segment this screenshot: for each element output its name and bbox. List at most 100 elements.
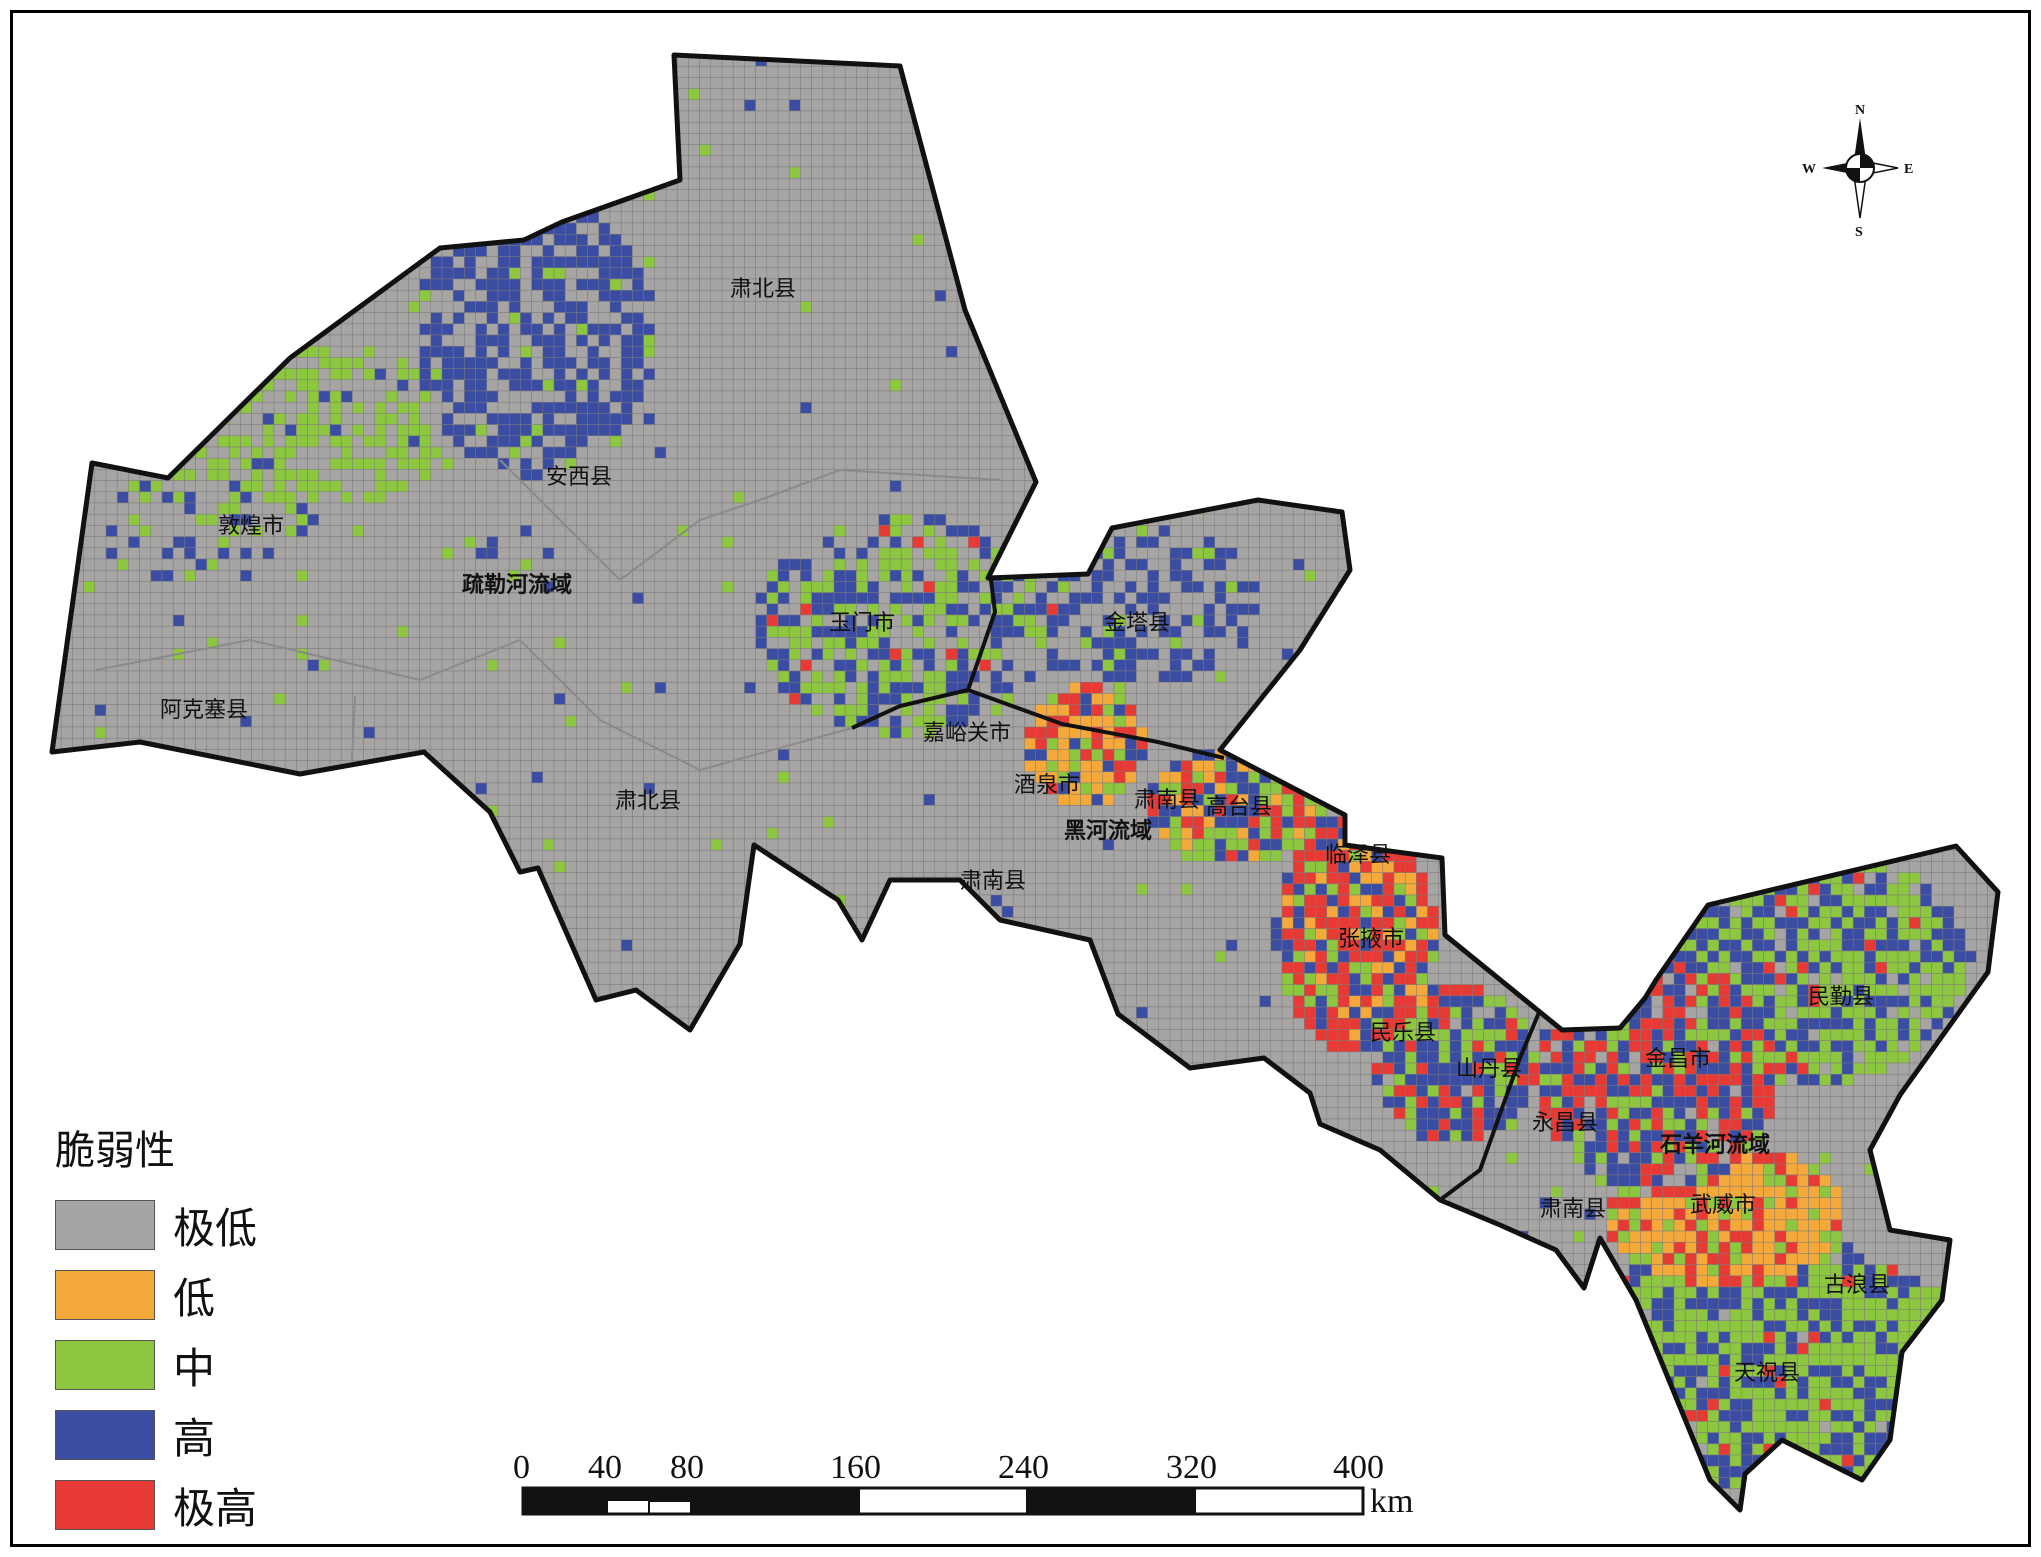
grid-cell [721, 88, 734, 101]
grid-cell [184, 267, 196, 280]
grid-cell [699, 323, 712, 336]
grid-cell [1908, 256, 1921, 269]
grid-cell [564, 189, 577, 201]
grid-cell [833, 357, 846, 369]
grid-cell [1337, 99, 1350, 112]
grid-cell [1864, 357, 1876, 369]
grid-cell [217, 368, 230, 381]
grid-cell [1427, 312, 1440, 325]
grid-cell [923, 267, 936, 280]
grid-cell [1024, 301, 1036, 313]
grid-cell [1550, 177, 1563, 190]
grid-cell [1662, 289, 1675, 302]
grid-cell [1931, 233, 1944, 246]
grid-cell [1427, 233, 1440, 246]
grid-cell [844, 189, 857, 201]
grid-cell [1796, 99, 1809, 112]
grid-cell [1024, 245, 1036, 257]
grid-cell [1875, 312, 1888, 325]
grid-cell [1080, 189, 1092, 201]
grid-cell [934, 301, 947, 313]
grid-cell [508, 166, 521, 179]
grid-cell [1438, 155, 1451, 168]
grid-cell [1796, 55, 1809, 67]
grid-cell [968, 110, 980, 123]
grid-cell [1348, 155, 1361, 168]
grid-cell [1483, 289, 1496, 302]
grid-cell [968, 88, 980, 101]
grid-cell [1203, 166, 1216, 179]
grid-cell [1068, 121, 1081, 134]
grid-cell [1875, 88, 1888, 101]
grid-cell [1158, 77, 1171, 89]
grid-cell [150, 245, 163, 257]
grid-cell [1416, 211, 1428, 224]
grid-cell [1236, 189, 1249, 201]
grid-cell [1180, 312, 1193, 325]
grid-cell [1696, 245, 1708, 257]
grid-cell [1539, 301, 1552, 313]
grid-cell [1001, 144, 1014, 157]
grid-cell [844, 99, 857, 112]
grid-cell [251, 166, 264, 179]
grid-cell [72, 245, 84, 257]
grid-cell [408, 121, 420, 134]
grid-cell [1964, 357, 1977, 369]
grid-cell [1808, 267, 1820, 280]
grid-cell [72, 55, 84, 67]
grid-cell [150, 323, 163, 336]
grid-cell [284, 256, 297, 269]
grid-cell [553, 368, 566, 381]
grid-cell [844, 368, 857, 381]
grid-cell [1908, 121, 1921, 134]
grid-cell [643, 121, 656, 134]
grid-cell [1976, 357, 1988, 369]
grid-cell [1673, 144, 1686, 157]
grid-cell [1136, 166, 1148, 179]
grid-cell [822, 110, 835, 123]
grid-cell [1595, 55, 1608, 67]
grid-cell [1539, 345, 1552, 358]
grid-cell [116, 88, 129, 101]
grid-cell [1124, 278, 1137, 291]
grid-cell [553, 144, 566, 157]
grid-cell [408, 189, 420, 201]
grid-cell [273, 55, 286, 67]
grid-cell [788, 334, 801, 347]
grid-cell [688, 233, 700, 246]
grid-cell [1494, 88, 1507, 101]
grid-cell [688, 222, 700, 235]
grid-cell [1113, 166, 1126, 179]
grid-cell [1035, 200, 1048, 213]
grid-cell [564, 177, 577, 190]
grid-cell [1494, 289, 1507, 302]
grid-cell [1640, 323, 1652, 336]
grid-cell [531, 77, 544, 89]
grid-cell [228, 144, 241, 157]
grid-cell [206, 357, 219, 369]
grid-cell [1158, 144, 1171, 157]
grid-cell [1673, 245, 1686, 257]
grid-cell [1808, 345, 1820, 358]
grid-cell [609, 245, 622, 257]
grid-cell [912, 334, 924, 347]
grid-cell [755, 368, 768, 381]
grid-cell [1292, 200, 1305, 213]
grid-cell [800, 233, 812, 246]
grid-cell [900, 357, 913, 369]
grid-cell [777, 345, 790, 358]
grid-cell [1214, 55, 1227, 67]
grid-cell [1449, 133, 1462, 145]
grid-cell [576, 323, 588, 336]
grid-cell [1147, 65, 1160, 78]
grid-cell [889, 189, 902, 201]
grid-cell [822, 312, 835, 325]
grid-cell [184, 301, 196, 313]
grid-cell [1528, 289, 1540, 302]
grid-cell [1976, 110, 1988, 123]
grid-cell [956, 166, 969, 179]
grid-cell [251, 357, 264, 369]
grid-cell [956, 110, 969, 123]
grid-cell [1539, 289, 1552, 302]
grid-cell [284, 289, 297, 302]
